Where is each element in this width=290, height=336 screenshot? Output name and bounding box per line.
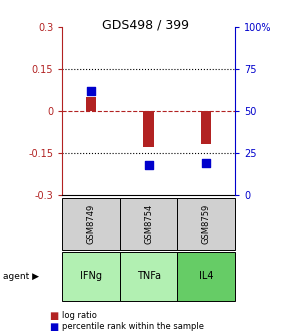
Text: log ratio: log ratio: [62, 311, 97, 320]
Text: agent ▶: agent ▶: [3, 272, 39, 281]
Text: IL4: IL4: [199, 271, 213, 281]
Point: [204, 160, 209, 166]
Text: GSM8749: GSM8749: [87, 204, 96, 244]
Bar: [144, 111, 154, 147]
Text: ■: ■: [49, 311, 59, 321]
Text: percentile rank within the sample: percentile rank within the sample: [62, 322, 204, 331]
Text: GDS498 / 399: GDS498 / 399: [102, 18, 188, 32]
Text: TNFa: TNFa: [137, 271, 161, 281]
Bar: [86, 97, 96, 111]
Text: GSM8759: GSM8759: [202, 204, 211, 244]
Text: ■: ■: [49, 322, 59, 332]
Text: IFNg: IFNg: [80, 271, 102, 281]
Point: [89, 88, 93, 93]
Bar: [201, 111, 211, 144]
Text: GSM8754: GSM8754: [144, 204, 153, 244]
Point: [146, 162, 151, 167]
